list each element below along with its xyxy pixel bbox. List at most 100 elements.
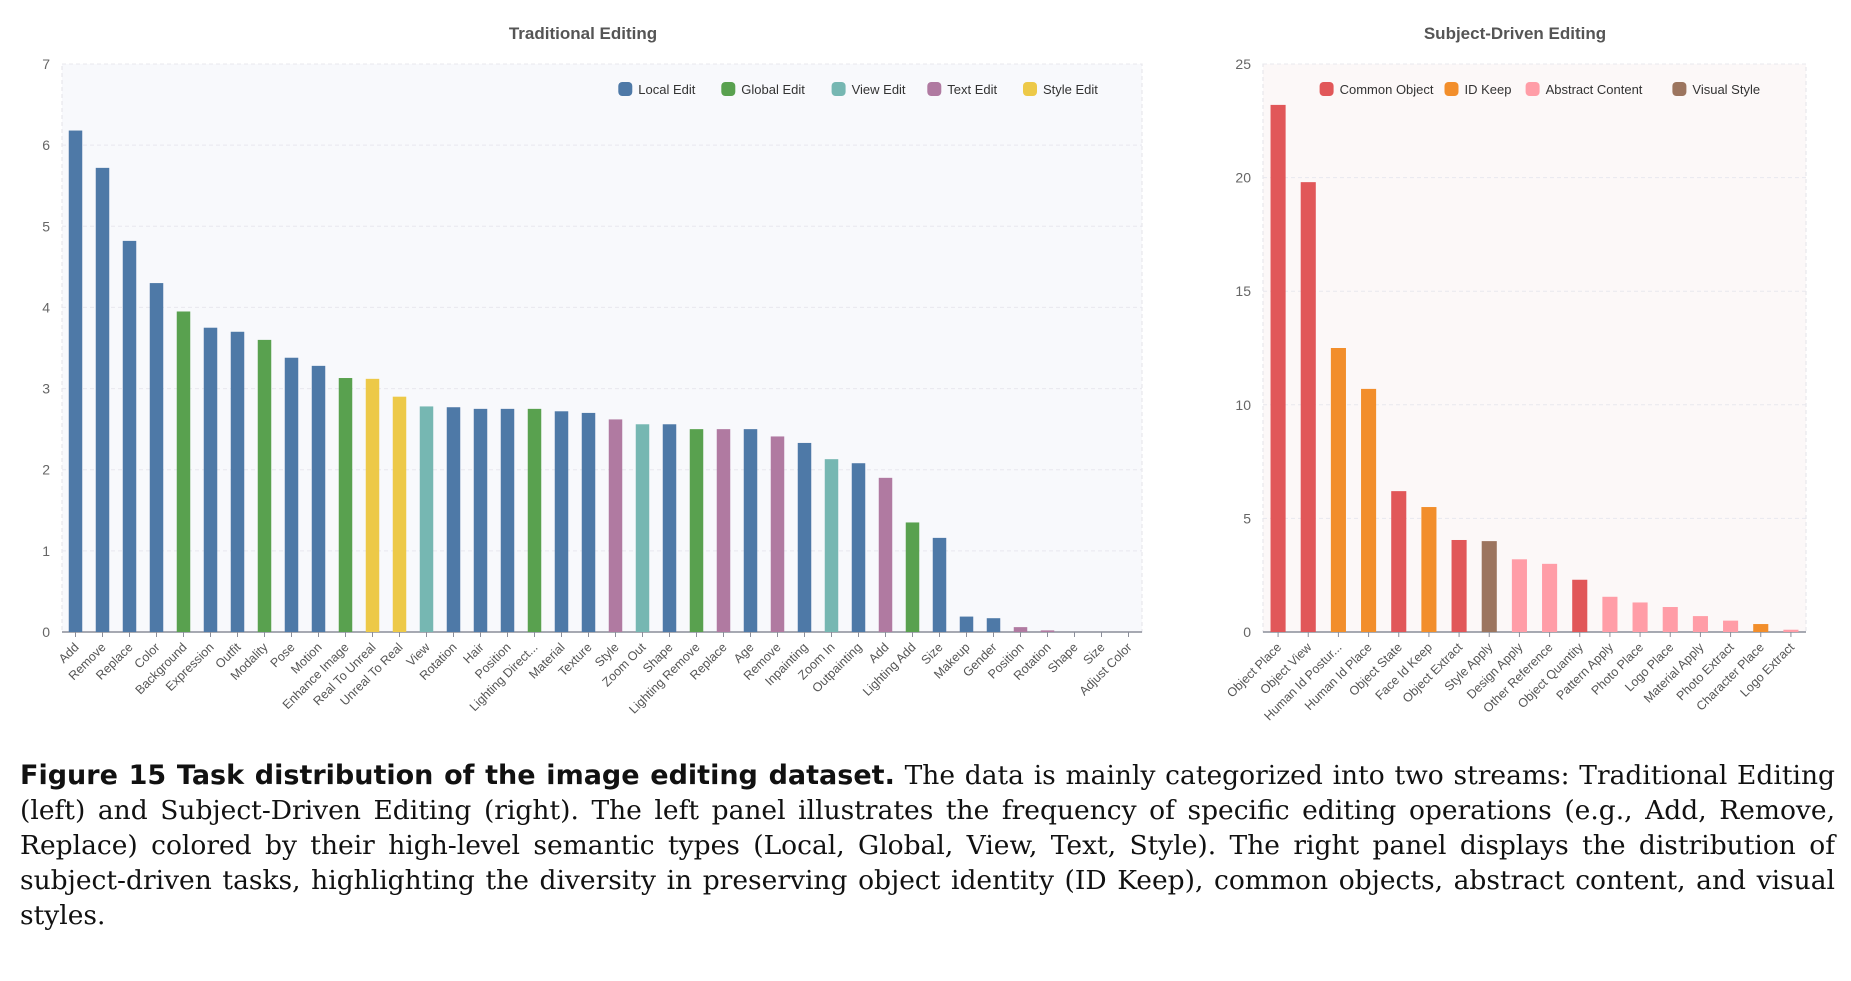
plot-area	[1262, 63, 1807, 633]
bar-pattern-apply	[1602, 596, 1618, 632]
legend-swatch	[927, 82, 942, 96]
legend-swatch	[1023, 82, 1037, 96]
y-tick-label: 25	[1235, 56, 1251, 72]
legend-label: Visual Style	[1692, 82, 1760, 97]
bar-remove	[95, 167, 110, 632]
bar-material	[554, 411, 569, 632]
legend-swatch	[721, 82, 736, 96]
y-tick-label: 2	[42, 462, 50, 478]
y-tick-label: 5	[1243, 510, 1251, 526]
bar-logo-extract	[1783, 629, 1799, 632]
bar-zoom-in	[824, 459, 839, 632]
bar-object-quantity	[1572, 579, 1588, 632]
legend-item[interactable]: View Edit	[831, 82, 906, 97]
bar-material-apply	[1692, 616, 1708, 632]
chart-title: Traditional Editing	[509, 24, 657, 43]
chart-traditional-editing: Traditional Editing01234567AddRemoveRepl…	[42, 24, 1143, 716]
caption-lead: Figure 15 Task distribution of the image…	[20, 760, 895, 791]
figure-charts: Traditional Editing01234567AddRemoveRepl…	[42, 24, 1807, 723]
bar-other-reference	[1542, 563, 1558, 632]
bar-gender	[986, 618, 1001, 632]
bar-inpainting	[797, 442, 812, 632]
bar-zoom-out	[635, 424, 650, 632]
y-tick-label: 15	[1235, 283, 1251, 299]
legend-swatch	[1444, 82, 1459, 96]
bar-style-apply	[1481, 541, 1497, 632]
legend-label: Global Edit	[741, 82, 805, 97]
bar-face-id-keep	[1421, 507, 1437, 632]
figure-caption: Figure 15 Task distribution of the image…	[20, 758, 1835, 933]
bar-texture	[581, 412, 596, 632]
bar-add	[878, 477, 893, 632]
bar-photo-extract	[1723, 620, 1739, 632]
bar-pose	[284, 357, 299, 632]
y-tick-label: 7	[42, 56, 50, 72]
bar-lighting-direct-	[527, 408, 542, 632]
legend-label: Text Edit	[947, 82, 997, 97]
bar-replace	[122, 240, 137, 633]
bar-design-apply	[1511, 559, 1527, 632]
bar-object-place	[1270, 104, 1286, 633]
x-tick-label: Shape	[1045, 640, 1080, 675]
bar-object-state	[1391, 491, 1407, 632]
bar-enhance-image	[338, 378, 353, 632]
bar-object-view	[1300, 182, 1316, 633]
legend-item[interactable]: Abstract Content	[1525, 82, 1643, 97]
legend-label: Style Edit	[1043, 82, 1098, 97]
legend-label: Common Object	[1340, 82, 1434, 97]
bar-outpainting	[851, 463, 866, 632]
legend-label: Local Edit	[638, 82, 695, 97]
y-tick-label: 3	[42, 381, 50, 397]
bar-modality	[257, 339, 272, 632]
bar-logo-place	[1662, 607, 1678, 632]
y-tick-label: 1	[42, 543, 50, 559]
bar-rotation	[446, 407, 461, 632]
legend-swatch	[1319, 82, 1334, 96]
bar-size	[932, 537, 947, 632]
legend-item[interactable]: Visual Style	[1672, 82, 1760, 97]
bar-unreal-to-real	[392, 396, 407, 632]
bar-shape	[662, 424, 677, 632]
y-tick-label: 10	[1235, 397, 1251, 413]
y-tick-label: 0	[42, 624, 50, 640]
legend-swatch	[1672, 82, 1687, 96]
bar-hair	[473, 408, 488, 632]
bar-background	[176, 311, 191, 632]
legend-item[interactable]: Text Edit	[927, 82, 998, 97]
bar-age	[743, 429, 758, 632]
legend-item[interactable]: ID Keep	[1444, 82, 1512, 97]
plot-area	[61, 63, 1143, 633]
bar-add	[68, 130, 83, 632]
bar-motion	[311, 365, 326, 632]
bar-human-id-place	[1361, 388, 1377, 632]
bar-rotation	[1040, 630, 1055, 632]
bar-style	[608, 419, 623, 632]
legend-item[interactable]: Common Object	[1319, 82, 1434, 97]
bar-human-id-postur-	[1330, 348, 1346, 632]
legend-swatch	[618, 82, 633, 96]
y-tick-label: 4	[42, 299, 50, 315]
y-tick-label: 0	[1243, 624, 1251, 640]
y-tick-label: 20	[1235, 170, 1251, 186]
legend-label: View Edit	[852, 82, 906, 97]
legend: Local Edit Global Edit View Edit Text Edit S…	[618, 82, 1098, 97]
bar-makeup	[959, 616, 974, 632]
bar-position	[500, 408, 515, 632]
legend-item[interactable]: Global Edit	[721, 82, 805, 97]
bar-outfit	[230, 331, 245, 632]
bar-character-place	[1753, 624, 1769, 632]
legend-swatch	[1525, 82, 1540, 96]
bar-lighting-add	[905, 522, 920, 632]
bar-photo-place	[1632, 602, 1648, 632]
bar-expression	[203, 327, 218, 632]
chart-title: Subject-Driven Editing	[1424, 24, 1606, 43]
bar-lighting-remove	[689, 429, 704, 632]
bar-position	[1013, 627, 1028, 632]
legend-item[interactable]: Local Edit	[618, 82, 696, 97]
bar-object-extract	[1451, 539, 1467, 632]
legend-swatch	[831, 82, 846, 96]
caption-text: The data is mainly categorized into two …	[20, 760, 1835, 931]
bar-replace	[716, 429, 731, 632]
legend-item[interactable]: Style Edit	[1023, 82, 1098, 97]
